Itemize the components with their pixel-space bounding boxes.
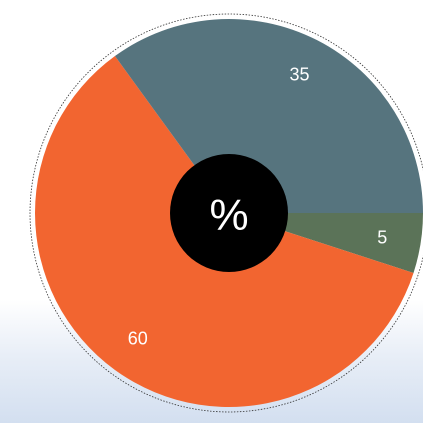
outer-ring <box>29 13 423 413</box>
pie-slice-35 <box>114 19 423 214</box>
slice-label-35: 35 <box>289 65 309 85</box>
labels-group: 5 60 35 <box>128 65 388 349</box>
slice-label-60: 60 <box>128 329 148 349</box>
slice-label-5: 5 <box>377 227 387 247</box>
center-hole <box>170 154 288 272</box>
center-label: % <box>209 191 248 240</box>
